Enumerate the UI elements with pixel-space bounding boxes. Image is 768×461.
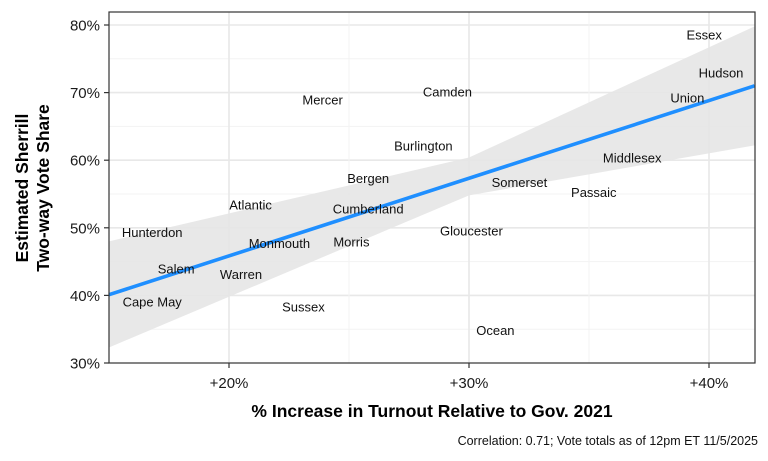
county-label: Atlantic [229,197,272,212]
county-label: Gloucester [440,224,504,239]
county-label: Passaic [571,185,617,200]
county-label: Essex [686,28,722,43]
x-tick-label: +40% [690,375,729,392]
y-tick-label: 60% [70,153,100,170]
x-axis-ticks: +20% +30% +40% [210,363,729,392]
grid-lines [108,12,755,363]
county-label: Morris [333,234,370,249]
county-label: Hudson [699,65,744,80]
y-tick-label: 40% [70,288,100,305]
y-axis-title-line-2: Two-way Vote Share [33,104,53,272]
county-label: Ocean [476,323,514,338]
county-label: Sussex [282,299,325,314]
county-label: Cumberland [333,201,404,216]
county-label: Salem [158,262,195,277]
chart-caption: Correlation: 0.71; Vote totals as of 12p… [458,434,758,448]
county-label: Bergen [347,171,389,186]
county-label: Hunterdon [122,225,183,240]
y-tick-label: 50% [70,220,100,237]
county-label: Warren [220,267,262,282]
trend-line [108,84,756,297]
y-axis-title-line-1: Estimated Sherrill [12,114,32,263]
y-tick-label: 80% [70,18,100,35]
county-label: Camden [423,84,472,99]
county-label: Burlington [394,139,453,154]
county-labels: Essex Hudson Union Camden Mercer Burlington Mi… [122,28,744,338]
county-label: Union [670,91,704,106]
y-axis-ticks: 30% 40% 50% 60% 70% 80% [70,18,109,373]
plot-panel-border [108,11,756,364]
county-label: Monmouth [249,236,310,251]
county-label: Cape May [123,295,183,310]
y-axis-title: Estimated Sherrill Two-way Vote Share [12,104,53,272]
x-tick-label: +20% [210,375,249,392]
y-tick-label: 70% [70,85,100,102]
y-tick-label: 30% [70,356,100,373]
county-label: Mercer [302,93,343,108]
x-tick-label: +30% [450,375,489,392]
county-label: Middlesex [603,151,662,166]
x-axis-title: % Increase in Turnout Relative to Gov. 2… [251,401,612,421]
confidence-band [109,26,755,348]
county-label: Somerset [492,175,548,190]
